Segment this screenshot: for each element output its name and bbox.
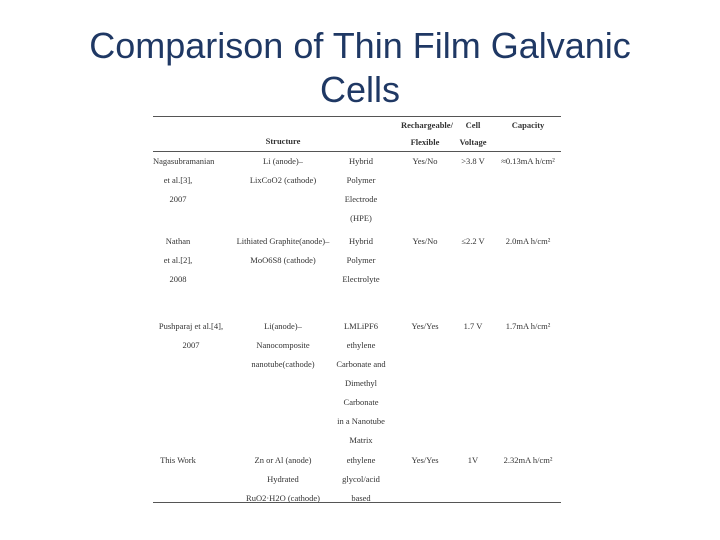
- table-row-2-voltage: ≤2.2 V: [461, 236, 485, 246]
- header-capacity: Capacity: [511, 120, 545, 130]
- header-rechargeable: Rechargeable/: [401, 120, 453, 130]
- table-row-3-voltage: 1.7 V: [463, 321, 483, 331]
- table-row-2-structure: Lithiated Graphite(anode)– MoO6S8 (catho…: [236, 236, 330, 265]
- table-bottom-rule: [153, 502, 561, 503]
- comparison-table: Rechargeable/ Cell Capacity Structure Fl…: [153, 112, 563, 504]
- table-row-4-rechargeable: Yes/Yes: [411, 455, 439, 465]
- table-row-3-structure: Li(anode)– Nanocomposite nanotube(cathod…: [251, 321, 315, 369]
- table-row-3-electrolyte: LMLiPF6 ethylene Carbonate and Dimethyl …: [336, 321, 386, 445]
- header-rule: [153, 151, 561, 152]
- table-row-4-electrolyte: ethylene glycol/acid based: [342, 455, 380, 503]
- table-row-3-capacity: 1.7mA h/cm²: [505, 321, 551, 331]
- header-voltage: Voltage: [459, 137, 487, 147]
- header-flexible: Flexible: [410, 137, 440, 147]
- slide-title-line-1: Comparison of Thin Film Galvanic: [89, 25, 631, 66]
- table-row-4-voltage: 1V: [467, 455, 479, 465]
- header-cell: Cell: [465, 120, 481, 130]
- table-row-4-work: This Work: [160, 455, 196, 465]
- table-row-1-capacity: ≈0.13mA h/cm²: [501, 156, 555, 166]
- slide-title-line-2: Cells: [319, 69, 400, 110]
- table-row-3-rechargeable: Yes/Yes: [411, 321, 439, 331]
- table-row-1-rechargeable: Yes/No: [412, 156, 438, 166]
- table-row-2-capacity: 2.0mA h/cm²: [505, 236, 551, 246]
- table-row-3-work: Pushparaj et al.[4], 2007: [158, 321, 224, 350]
- table-row-2-work: Nathan et al.[2], 2008: [163, 236, 193, 284]
- table-row-2-electrolyte: Hybrid Polymer Electrolyte: [342, 236, 380, 284]
- slide-title: Comparison of Thin Film Galvanic Cells: [0, 24, 720, 112]
- table-row-2-rechargeable: Yes/No: [412, 236, 438, 246]
- table-row-4-structure: Zn or Al (anode) Hydrated RuO2·H2O (cath…: [246, 455, 320, 503]
- table-row-1-voltage: >3.8 V: [461, 156, 485, 166]
- table-row-1-work: Nagasubramanian et al.[3], 2007: [153, 156, 215, 204]
- table-row-4-capacity: 2.32mA h/cm²: [503, 455, 553, 465]
- table-row-1-structure: Li (anode)– LixCoO2 (cathode): [249, 156, 317, 185]
- table-row-1-electrolyte: Hybrid Polymer Electrode (HPE): [344, 156, 378, 223]
- header-structure: Structure: [265, 136, 301, 146]
- table-top-rule: [153, 116, 561, 117]
